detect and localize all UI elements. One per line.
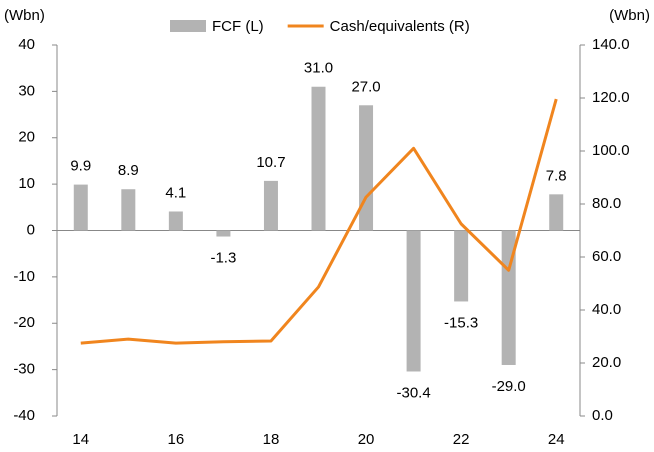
data-label: 4.1 bbox=[165, 184, 186, 201]
y-tick-label: 30 bbox=[18, 82, 35, 99]
bar bbox=[549, 194, 564, 231]
legend-label: Cash/equivalents (R) bbox=[330, 18, 470, 35]
y-tick-label: -30 bbox=[13, 361, 35, 378]
data-label: 31.0 bbox=[304, 60, 333, 77]
bar bbox=[168, 211, 183, 231]
y-tick-label: 20 bbox=[18, 129, 35, 146]
bar bbox=[454, 230, 469, 302]
bar bbox=[406, 230, 421, 372]
bar bbox=[121, 189, 136, 231]
data-label: 7.8 bbox=[546, 167, 567, 184]
bar bbox=[216, 230, 231, 237]
bar bbox=[73, 184, 88, 231]
data-label: 8.9 bbox=[118, 162, 139, 179]
bar bbox=[501, 230, 516, 365]
data-label: -15.3 bbox=[444, 314, 478, 331]
x-tick-label: 18 bbox=[263, 431, 280, 448]
y-tick-label: -10 bbox=[13, 268, 35, 285]
y-tick-label: 0 bbox=[27, 221, 35, 238]
legend-swatch bbox=[170, 20, 206, 32]
data-label: -29.0 bbox=[492, 378, 526, 395]
legend-label: FCF (L) bbox=[212, 18, 264, 35]
x-tick-label: 14 bbox=[72, 431, 89, 448]
x-tick-label: 20 bbox=[358, 431, 375, 448]
y2-tick-label: 0.0 bbox=[592, 407, 613, 424]
y2-tick-label: 20.0 bbox=[592, 354, 621, 371]
x-tick-label: 22 bbox=[453, 431, 470, 448]
y2-tick-label: 40.0 bbox=[592, 301, 621, 318]
line-series bbox=[80, 98, 558, 345]
data-label: -1.3 bbox=[210, 249, 236, 266]
data-label: 27.0 bbox=[351, 78, 380, 95]
data-label: -30.4 bbox=[396, 384, 430, 401]
y2-tick-label: 60.0 bbox=[592, 248, 621, 265]
bar bbox=[359, 105, 374, 231]
bar bbox=[311, 86, 326, 231]
x-tick-label: 16 bbox=[168, 431, 185, 448]
y2-tick-label: 120.0 bbox=[592, 89, 630, 106]
y-axis-label: (Wbn) bbox=[4, 7, 45, 24]
y2-tick-label: 100.0 bbox=[592, 142, 630, 159]
data-label: 10.7 bbox=[256, 154, 285, 171]
y2-tick-label: 140.0 bbox=[592, 36, 630, 53]
y-tick-label: 40 bbox=[18, 36, 35, 53]
y2-axis-label: (Wbn) bbox=[609, 7, 650, 24]
y-tick-label: -20 bbox=[13, 314, 35, 331]
y-tick-label: 10 bbox=[18, 175, 35, 192]
x-tick-label: 24 bbox=[548, 431, 565, 448]
y-tick-label: -40 bbox=[13, 407, 35, 424]
bar bbox=[263, 180, 278, 231]
y2-tick-label: 80.0 bbox=[592, 195, 621, 212]
data-label: 9.9 bbox=[70, 158, 91, 175]
